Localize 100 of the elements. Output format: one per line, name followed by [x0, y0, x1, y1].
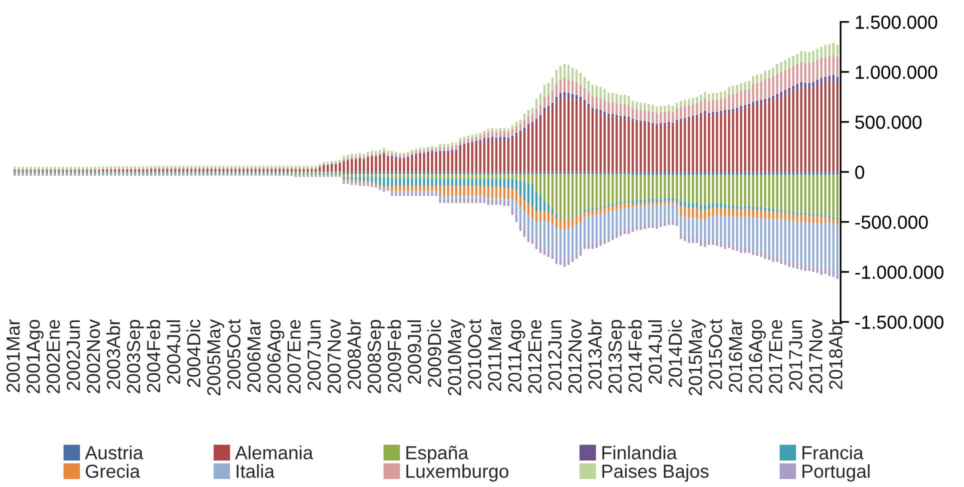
bar: [535, 222, 538, 242]
bar: [531, 174, 534, 184]
x-tick-label: 2003Abr: [106, 319, 120, 390]
bar: [780, 92, 782, 97]
bar: [447, 196, 450, 199]
bar: [575, 174, 578, 214]
bar: [696, 218, 698, 237]
bar: [382, 176, 386, 187]
bar: [475, 196, 478, 199]
bar: [531, 236, 534, 244]
bar: [559, 80, 562, 93]
bar: [792, 66, 794, 86]
bar: [664, 204, 666, 221]
bar: [600, 214, 602, 240]
bar: [583, 76, 586, 88]
bar: [632, 204, 634, 207]
bar: [386, 176, 390, 186]
bar: [382, 154, 386, 172]
bar: [386, 150, 390, 154]
bar: [495, 174, 498, 179]
bar: [507, 188, 510, 199]
bar: [439, 198, 442, 203]
bar: [784, 70, 786, 90]
bar: [515, 136, 518, 172]
bar: [760, 82, 762, 100]
bar: [820, 84, 822, 172]
x-tick-label: 2018Abr: [828, 319, 842, 390]
bar: [708, 238, 710, 245]
bar: [322, 165, 325, 172]
bar: [800, 264, 802, 270]
bar: [350, 154, 353, 157]
y-tick-label: 500.000: [855, 116, 922, 129]
bar: [555, 256, 558, 264]
bar: [636, 224, 638, 230]
bar: [491, 130, 494, 137]
y-tick-label: 0: [855, 166, 864, 179]
x-tick-label: 2012Nov: [568, 319, 582, 394]
bar: [720, 110, 722, 114]
bar: [418, 192, 422, 196]
bar: [792, 220, 794, 262]
bar: [535, 212, 538, 222]
bar: [644, 122, 646, 172]
bar: [724, 208, 726, 217]
bar: [808, 264, 810, 271]
bar: [700, 204, 702, 210]
bar: [624, 208, 626, 228]
bar: [475, 134, 478, 137]
bar: [608, 116, 610, 172]
legend-label: Alemania: [235, 446, 314, 460]
bar: [728, 94, 730, 110]
bar: [776, 74, 778, 94]
x-tick-label: 2012Jun: [548, 320, 562, 390]
bar: [455, 178, 458, 186]
bar: [499, 174, 502, 179]
bar: [402, 154, 406, 158]
bar: [588, 242, 590, 249]
bar: [760, 250, 762, 257]
bar: [680, 100, 682, 107]
bar: [523, 182, 526, 200]
bar: [414, 174, 418, 178]
bar: [740, 174, 742, 207]
bar: [640, 202, 642, 206]
bar: [664, 220, 666, 226]
bar: [459, 186, 462, 196]
bar: [507, 138, 510, 141]
bar: [459, 138, 462, 141]
bar: [527, 174, 530, 183]
bar: [539, 210, 542, 221]
bar: [499, 130, 502, 137]
bar: [688, 202, 690, 208]
bar: [704, 210, 706, 220]
bar: [704, 92, 706, 99]
bar: [700, 240, 702, 246]
bar: [656, 224, 658, 229]
bar: [820, 58, 822, 78]
bar: [579, 102, 582, 172]
bar: [443, 174, 446, 179]
bar: [760, 206, 762, 210]
bar: [455, 196, 458, 199]
bar: [471, 196, 474, 199]
x-tick-label: 2004Jul: [166, 320, 180, 384]
bar: [700, 220, 702, 240]
bar: [664, 124, 666, 172]
bar: [684, 172, 686, 175]
bar: [676, 220, 678, 226]
bar: [596, 214, 598, 242]
bar: [547, 250, 550, 257]
bar: [732, 172, 734, 175]
bar: [431, 152, 434, 172]
bar: [386, 156, 390, 172]
bar: [656, 172, 658, 175]
bar: [632, 174, 634, 201]
bar: [716, 92, 718, 100]
bar: [652, 198, 654, 202]
bar: [652, 172, 654, 175]
bar: [511, 138, 514, 172]
bar: [567, 218, 570, 229]
bar: [616, 232, 618, 238]
bar: [628, 104, 630, 117]
bar: [788, 220, 790, 261]
